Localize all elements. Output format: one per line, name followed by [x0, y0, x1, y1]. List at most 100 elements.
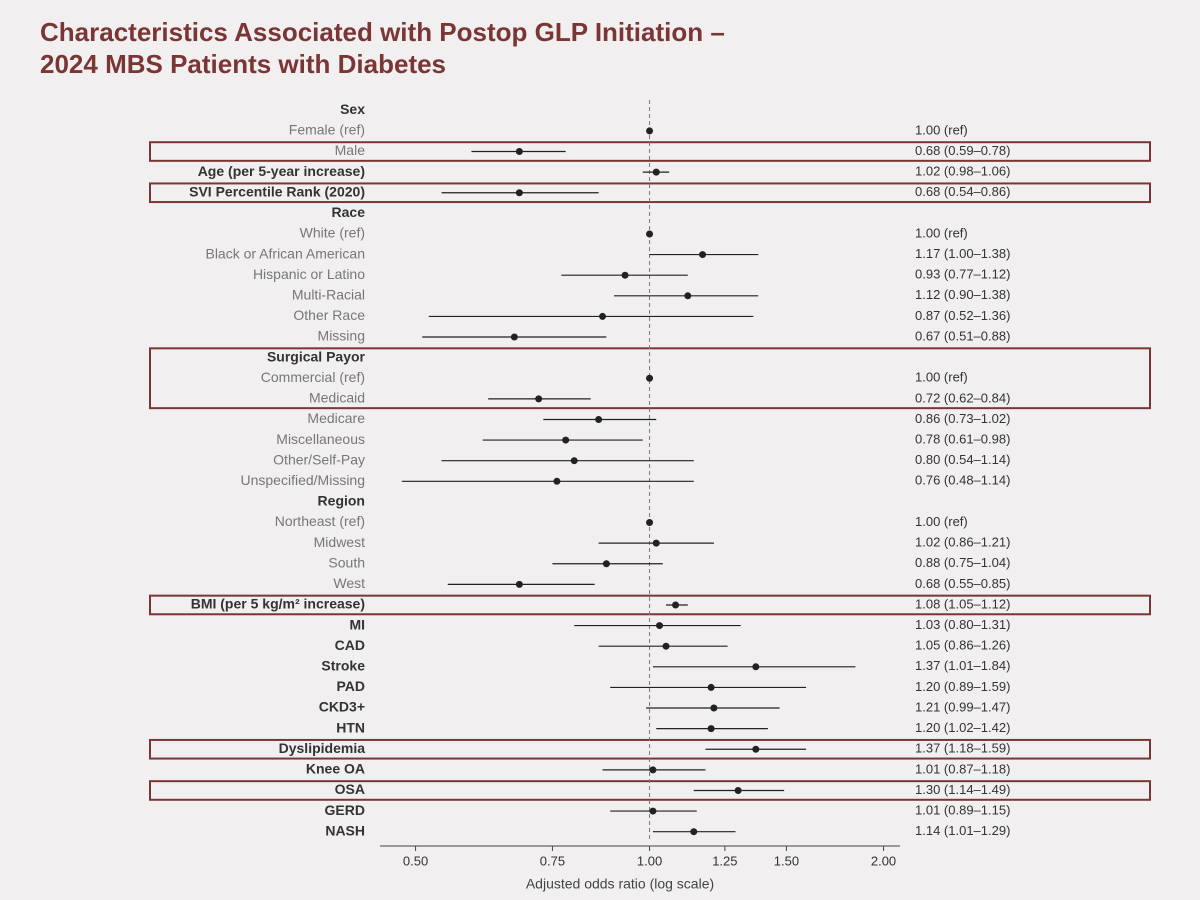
point-estimate — [646, 127, 654, 135]
value-label: 1.05 (0.86–1.26) — [915, 638, 1010, 653]
row-label: BMI (per 5 kg/m² increase) — [191, 596, 365, 612]
x-tick-label: 1.00 — [637, 853, 662, 868]
row-label: MI — [349, 616, 365, 632]
row-label: CAD — [335, 637, 365, 653]
point-estimate — [646, 374, 654, 382]
row-label: Missing — [318, 328, 365, 344]
value-label: 1.20 (0.89–1.59) — [915, 679, 1010, 694]
value-label: 0.78 (0.61–0.98) — [915, 432, 1010, 447]
row-label: Sex — [340, 101, 365, 117]
x-tick-label: 0.50 — [403, 853, 428, 868]
point-estimate — [752, 663, 760, 671]
value-label: 1.37 (1.18–1.59) — [915, 741, 1010, 756]
point-estimate — [672, 601, 680, 609]
row-label: Northeast (ref) — [275, 513, 365, 529]
point-estimate — [599, 312, 607, 320]
row-label: Unspecified/Missing — [241, 472, 366, 488]
row-label: NASH — [325, 822, 365, 838]
row-label: GERD — [325, 802, 365, 818]
value-label: 1.21 (0.99–1.47) — [915, 699, 1010, 714]
point-estimate — [662, 642, 670, 650]
point-estimate — [570, 457, 578, 465]
value-label: 1.12 (0.90–1.38) — [915, 287, 1010, 302]
row-label: West — [333, 575, 365, 591]
point-estimate — [553, 477, 561, 485]
value-label: 0.93 (0.77–1.12) — [915, 267, 1010, 282]
x-tick-label: 1.25 — [712, 853, 737, 868]
row-label: South — [328, 554, 365, 570]
value-label: 1.01 (0.89–1.15) — [915, 803, 1010, 818]
value-label: 1.00 (ref) — [915, 122, 968, 137]
point-estimate — [649, 766, 657, 774]
row-label: Knee OA — [306, 761, 365, 777]
point-estimate — [707, 683, 715, 691]
point-estimate — [535, 395, 543, 403]
chart-title: Characteristics Associated with Postop G… — [40, 17, 725, 47]
point-estimate — [646, 230, 654, 238]
value-label: 1.00 (ref) — [915, 514, 968, 529]
point-estimate — [699, 251, 707, 259]
value-label: 0.88 (0.75–1.04) — [915, 555, 1010, 570]
value-label: 1.20 (1.02–1.42) — [915, 720, 1010, 735]
value-label: 0.68 (0.59–0.78) — [915, 143, 1010, 158]
value-label: 0.86 (0.73–1.02) — [915, 411, 1010, 426]
row-label: Other Race — [293, 307, 365, 323]
point-estimate — [515, 580, 523, 588]
row-label: Hispanic or Latino — [253, 266, 365, 282]
highlight-box — [149, 182, 1151, 204]
row-label: White (ref) — [300, 225, 365, 241]
row-label: Other/Self-Pay — [273, 451, 365, 467]
row-label: Medicare — [307, 410, 365, 426]
point-estimate — [652, 539, 660, 547]
row-label: Dyslipidemia — [279, 740, 366, 756]
value-label: 0.72 (0.62–0.84) — [915, 390, 1010, 405]
row-label: Age (per 5-year increase) — [198, 163, 365, 179]
value-label: 1.30 (1.14–1.49) — [915, 782, 1010, 797]
x-axis-label: Adjusted odds ratio (log scale) — [526, 876, 714, 892]
row-label: Stroke — [321, 658, 365, 674]
row-label: Male — [335, 142, 366, 158]
value-label: 1.37 (1.01–1.84) — [915, 658, 1010, 673]
row-label: OSA — [335, 781, 365, 797]
row-label: Midwest — [314, 534, 365, 550]
point-estimate — [684, 292, 692, 300]
row-label: Multi-Racial — [292, 287, 365, 303]
value-label: 0.76 (0.48–1.14) — [915, 473, 1010, 488]
value-label: 1.03 (0.80–1.31) — [915, 617, 1010, 632]
row-label: HTN — [336, 719, 365, 735]
row-label: CKD3+ — [319, 699, 365, 715]
row-label: Black or African American — [205, 245, 365, 261]
row-label: PAD — [336, 678, 365, 694]
value-label: 1.02 (0.86–1.21) — [915, 535, 1010, 550]
point-estimate — [621, 271, 629, 279]
point-estimate — [710, 704, 718, 712]
value-label: 0.67 (0.51–0.88) — [915, 328, 1010, 343]
row-label: Female (ref) — [289, 122, 365, 138]
row-label: Commercial (ref) — [261, 369, 365, 385]
point-estimate — [734, 786, 742, 794]
row-label: Miscellaneous — [276, 431, 365, 447]
row-label: SVI Percentile Rank (2020) — [189, 183, 365, 199]
x-tick-label: 1.50 — [774, 853, 799, 868]
value-label: 1.14 (1.01–1.29) — [915, 823, 1010, 838]
row-label: Region — [318, 493, 365, 509]
point-estimate — [649, 807, 657, 815]
value-label: 1.00 (ref) — [915, 370, 968, 385]
point-estimate — [707, 725, 715, 733]
point-estimate — [562, 436, 570, 444]
point-estimate — [515, 189, 523, 197]
value-label: 0.80 (0.54–1.14) — [915, 452, 1010, 467]
point-estimate — [752, 745, 760, 753]
value-label: 1.01 (0.87–1.18) — [915, 761, 1010, 776]
x-tick-label: 0.75 — [540, 853, 565, 868]
row-label: Surgical Payor — [267, 348, 366, 364]
point-estimate — [510, 333, 518, 341]
value-label: 1.17 (1.00–1.38) — [915, 246, 1010, 261]
point-estimate — [646, 519, 654, 527]
point-estimate — [652, 168, 660, 176]
point-estimate — [515, 148, 523, 156]
value-label: 0.68 (0.55–0.85) — [915, 576, 1010, 591]
value-label: 0.87 (0.52–1.36) — [915, 308, 1010, 323]
